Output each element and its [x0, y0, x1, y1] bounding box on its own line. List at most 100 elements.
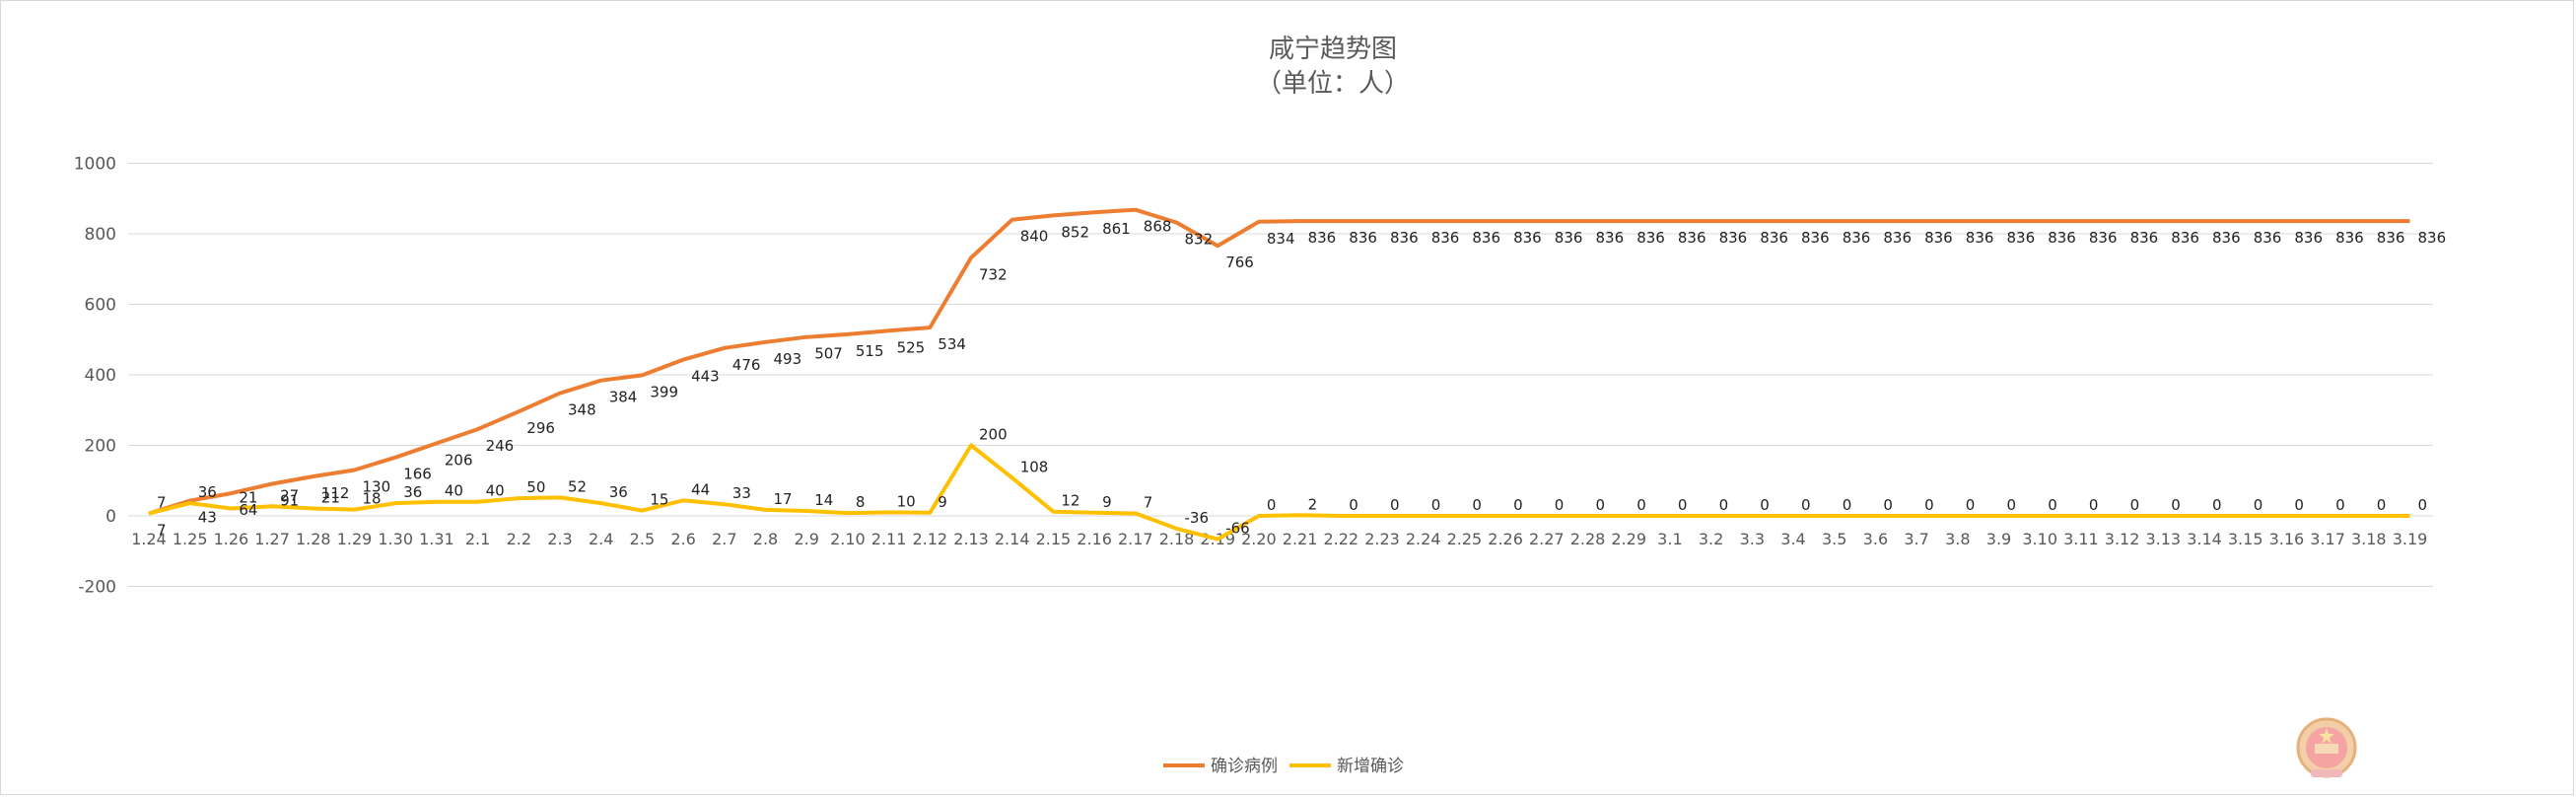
data-label: 0	[2089, 496, 2099, 514]
y-axis: -200 0 200 400 600 800 1000	[74, 155, 116, 598]
chart-title: 咸宁趋势图	[1269, 35, 1397, 64]
x-tick-label: 2.3	[547, 530, 572, 548]
x-tick-label: 2.4	[589, 530, 613, 548]
legend-label-confirmed: 确诊病例	[1211, 757, 1278, 776]
data-label: 836	[1596, 229, 1625, 247]
data-label: 507	[814, 345, 843, 363]
data-label: 836	[1431, 229, 1460, 247]
x-tick-label: 1.24	[131, 530, 167, 548]
data-label: 27	[280, 486, 299, 504]
data-label: 166	[403, 466, 432, 483]
data-label: 296	[526, 419, 555, 437]
data-label: 18	[363, 490, 382, 508]
x-tick-label: 2.17	[1118, 530, 1153, 548]
x-tick-label: 3.4	[1780, 530, 1805, 548]
x-tick-label: 3.13	[2145, 530, 2181, 548]
series-line-new	[148, 443, 2410, 542]
data-label: 861	[1102, 220, 1131, 238]
data-label: 44	[691, 480, 710, 498]
series-lines	[148, 207, 2410, 542]
data-label: 836	[2048, 229, 2076, 247]
x-tick-label: 2.29	[1611, 530, 1646, 548]
data-labels: 7 43 64 91 112 130 166 206 246 296 348 384 399 443 476…	[157, 218, 2446, 540]
x-tick-label: 3.18	[2351, 530, 2387, 548]
x-tick-label: 2.2	[507, 530, 531, 548]
data-label: 7	[157, 521, 167, 539]
data-label: 525	[897, 338, 926, 356]
data-label: 0	[2377, 496, 2387, 514]
data-label: 836	[1719, 229, 1748, 247]
data-label: 12	[1061, 492, 1079, 510]
data-label: 0	[1349, 496, 1358, 514]
data-label: 0	[2254, 496, 2263, 514]
data-label: 836	[1349, 229, 1377, 247]
data-label: 836	[1843, 229, 1871, 247]
x-tick-label: 2.1	[465, 530, 490, 548]
data-label: 836	[2130, 229, 2159, 247]
data-label: 836	[1513, 229, 1542, 247]
x-tick-label: 3.19	[2393, 530, 2428, 548]
x-tick-label: 3.14	[2187, 530, 2222, 548]
data-label: 836	[1883, 229, 1912, 247]
data-label: 399	[650, 383, 678, 400]
x-tick-label: 3.16	[2269, 530, 2305, 548]
x-tick-label: 3.6	[1863, 530, 1888, 548]
data-label: 0	[2130, 496, 2140, 514]
data-label: 33	[732, 484, 751, 502]
data-label: 0	[1596, 496, 1606, 514]
y-tick-label: 0	[105, 507, 116, 527]
data-label: 0	[1431, 496, 1441, 514]
data-label: 91	[280, 491, 299, 509]
data-label: 0	[1390, 496, 1400, 514]
data-label: 0	[1966, 496, 1976, 514]
x-tick-label: 3.1	[1657, 530, 1682, 548]
x-tick-label: 3.8	[1945, 530, 1970, 548]
x-tick-label: 2.28	[1570, 530, 1606, 548]
data-label: 21	[239, 488, 257, 506]
data-label: 836	[1636, 229, 1665, 247]
data-label: 112	[321, 484, 350, 502]
national-emblem-icon	[2296, 717, 2357, 778]
data-label: 836	[1472, 229, 1500, 247]
data-label: 852	[1061, 223, 1089, 241]
data-label: 348	[568, 401, 596, 419]
data-label: 836	[1760, 229, 1788, 247]
x-tick-label: 3.15	[2228, 530, 2263, 548]
data-label: 836	[2007, 229, 2036, 247]
data-label: 836	[1678, 229, 1706, 247]
x-tick-label: 1.25	[173, 530, 208, 548]
x-tick-label: 3.2	[1699, 530, 1723, 548]
data-label: 0	[1472, 496, 1482, 514]
data-label: 836	[2254, 229, 2282, 247]
x-tick-label: 2.10	[830, 530, 866, 548]
x-tick-label: 1.31	[419, 530, 454, 548]
data-label: 52	[568, 477, 587, 495]
data-label: 17	[774, 490, 793, 508]
data-label: -36	[1185, 509, 1210, 527]
data-label: 0	[2048, 496, 2057, 514]
data-label: 836	[1801, 229, 1830, 247]
y-tick-label: 400	[85, 366, 116, 386]
x-tick-label: 3.3	[1740, 530, 1765, 548]
data-label: 40	[486, 482, 505, 500]
data-label: 0	[2418, 496, 2428, 514]
x-tick-label: 1.30	[378, 530, 413, 548]
y-tick-label: 200	[85, 437, 116, 457]
x-tick-label: 2.16	[1077, 530, 1112, 548]
data-label: 0	[2212, 496, 2222, 514]
data-label: 21	[321, 488, 340, 506]
data-label: 443	[691, 368, 720, 386]
x-tick-label: 2.24	[1406, 530, 1441, 548]
data-label: 36	[403, 483, 422, 501]
data-label: 8	[856, 493, 866, 511]
x-tick-label: 3.7	[1904, 530, 1928, 548]
y-tick-label: 1000	[74, 155, 116, 175]
data-label: 836	[1390, 229, 1419, 247]
data-label: 50	[526, 478, 545, 496]
x-tick-label: 3.12	[2105, 530, 2140, 548]
x-tick-label: 2.14	[995, 530, 1030, 548]
data-label: 836	[1308, 229, 1337, 247]
data-label: 836	[2171, 229, 2199, 247]
x-tick-label: 3.9	[1986, 530, 2011, 548]
